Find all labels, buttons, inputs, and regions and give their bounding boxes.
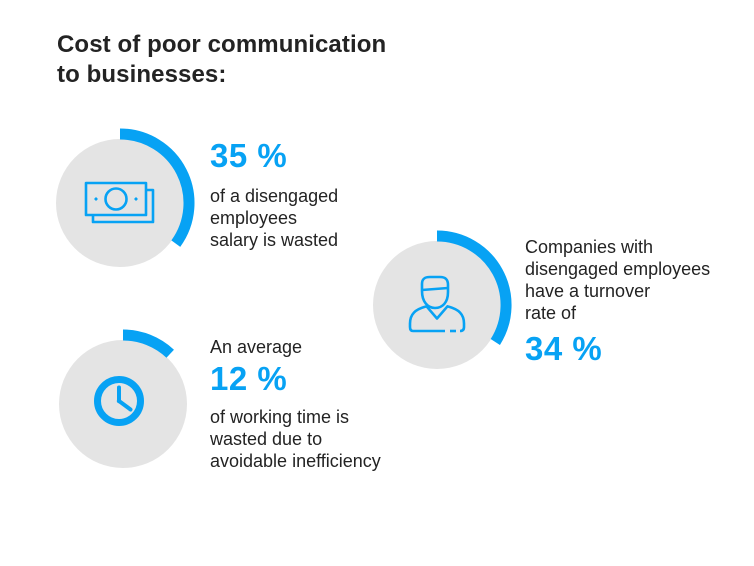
time-stat-gauge <box>59 329 187 468</box>
salary-stat-gauge <box>56 128 195 267</box>
stat-description-line: wasted due to <box>210 429 323 449</box>
stat-description-line: avoidable inefficiency <box>210 451 381 471</box>
stat-value: 35 % <box>210 137 288 174</box>
stat-description-line: disengaged employees <box>525 259 711 279</box>
page-title-line-1: Cost of poor communication <box>57 31 387 58</box>
stat-description-line: rate of <box>525 303 577 323</box>
progress-arc <box>119 128 195 247</box>
progress-arc <box>436 230 512 345</box>
stat-description-line: of working time is <box>210 407 350 427</box>
person-icon <box>408 275 466 333</box>
stat-description-line: of a disengaged <box>210 186 339 206</box>
clock-icon <box>94 376 144 426</box>
stat-description-line: have a turnover <box>525 281 651 301</box>
progress-arc <box>122 329 174 358</box>
stat-description-line: salary is wasted <box>210 230 339 250</box>
page-title: Cost of poor communication to businesses… <box>57 30 386 90</box>
turnover-stat-text: Companies with disengaged employees have… <box>525 236 750 366</box>
stat-value: 12 % <box>210 360 288 397</box>
stat-description-line: employees <box>210 208 298 228</box>
stat-circle-bg <box>373 241 501 369</box>
turnover-stat-gauge <box>373 230 512 369</box>
page-title-line-2: to businesses: <box>57 61 227 88</box>
stat-description-line: An average <box>210 337 303 357</box>
money-icon <box>84 181 155 224</box>
time-stat-text: An average 12 % of working time is waste… <box>210 336 435 472</box>
stat-description-line: Companies with <box>525 237 654 257</box>
stat-value: 34 % <box>525 330 603 367</box>
salary-stat-text: 35 % of a disengaged employees salary is… <box>210 138 420 251</box>
